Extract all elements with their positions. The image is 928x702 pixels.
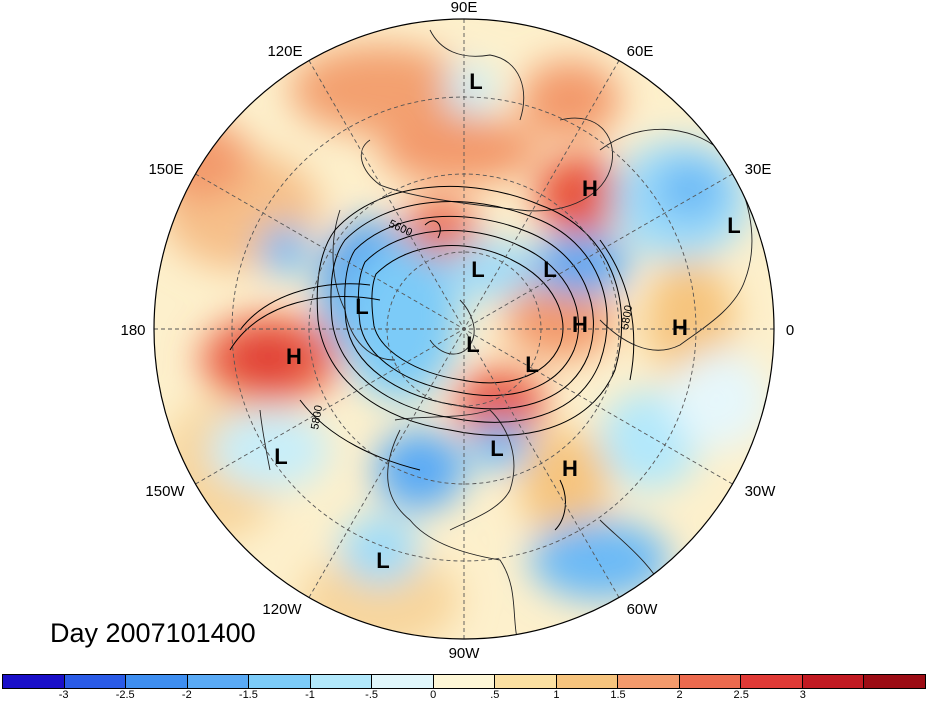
pressure-center-low: L [543, 257, 556, 282]
colorbar-swatch [495, 675, 557, 688]
colorbar-tick-label: 2 [676, 689, 683, 701]
pressure-center-high: H [582, 176, 598, 201]
pressure-center-high: H [562, 456, 578, 481]
colorbar-swatch [802, 675, 865, 688]
colorbar-tick-label: -2 [181, 689, 192, 701]
pressure-center-low: L [471, 257, 484, 282]
pressure-center-low: L [376, 548, 389, 573]
colorbar-tick-label: .5 [490, 689, 500, 701]
lon-label-60w: 60W [627, 601, 659, 618]
contour-label: 5800 [309, 404, 325, 430]
contour-label: 5800 [619, 304, 635, 330]
colorbar-swatch [310, 675, 373, 688]
colorbar-tick-label: 0 [430, 689, 437, 701]
colorbar-swatch [433, 675, 496, 688]
lon-label-60e: 60E [627, 43, 654, 60]
colorbar-tick-label: 2.5 [733, 689, 749, 701]
lon-label-180: 180 [120, 322, 145, 339]
lon-label-150w: 150W [145, 483, 185, 500]
colorbar-swatch [679, 675, 742, 688]
colorbar-tick-label: -1.5 [238, 689, 258, 701]
pressure-center-low: L [490, 436, 503, 461]
colorbar-swatch [3, 675, 65, 688]
lon-label-150e: 150E [148, 161, 183, 178]
colorbar-swatch [126, 675, 188, 688]
pressure-center-high: H [286, 344, 302, 369]
colorbar-swatch [556, 675, 619, 688]
pressure-center-low: L [727, 213, 740, 238]
lon-label-120w: 120W [262, 601, 302, 618]
pressure-center-low: L [355, 294, 368, 319]
colorbar-ticks: -3 -2.5 -2 -1.5 -1 -.5 0 .5 1 1.5 2 2.5 3 [2, 689, 926, 702]
pressure-center-high: H [672, 315, 688, 340]
pressure-center-low: L [466, 332, 479, 357]
colorbar-swatch [864, 675, 925, 688]
polar-map: 5600 5800 5800 90E 60E 30E 0 30W 60W 90W… [120, 0, 794, 660]
map-boundary [153, 18, 775, 640]
colorbar-tick-label: 1 [553, 689, 560, 701]
colorbar-tick-label: -3 [58, 689, 69, 701]
date-label: Day 2007101400 [50, 618, 256, 648]
graticule [154, 19, 774, 639]
colorbar-tick-label: -.5 [365, 689, 379, 701]
lon-label-120e: 120E [267, 43, 302, 60]
colorbar-swatch [618, 675, 680, 688]
colorbar-swatch [64, 675, 127, 688]
lon-label-30e: 30E [745, 161, 772, 178]
lon-label-30w: 30W [745, 483, 777, 500]
colorbar-tick-label: 1.5 [610, 689, 626, 701]
colorbar-swatch [187, 675, 250, 688]
pressure-center-low: L [274, 444, 287, 469]
colorbar-tick-label: -2.5 [115, 689, 135, 701]
lon-label-90w: 90W [449, 645, 481, 660]
colorbar-swatch [249, 675, 311, 688]
colorbar [2, 674, 926, 689]
lon-label-0: 0 [786, 322, 794, 339]
height-contours [229, 186, 635, 531]
colorbar-swatch [741, 675, 803, 688]
pressure-center-low: L [525, 352, 538, 377]
colorbar-tick-label: -1 [305, 689, 315, 701]
colorbar-tick-label: 3 [799, 689, 806, 701]
pressure-center-high: H [572, 312, 588, 337]
colorbar-swatch [372, 675, 434, 688]
lon-label-90e: 90E [451, 0, 478, 16]
pressure-center-low: L [469, 69, 482, 94]
